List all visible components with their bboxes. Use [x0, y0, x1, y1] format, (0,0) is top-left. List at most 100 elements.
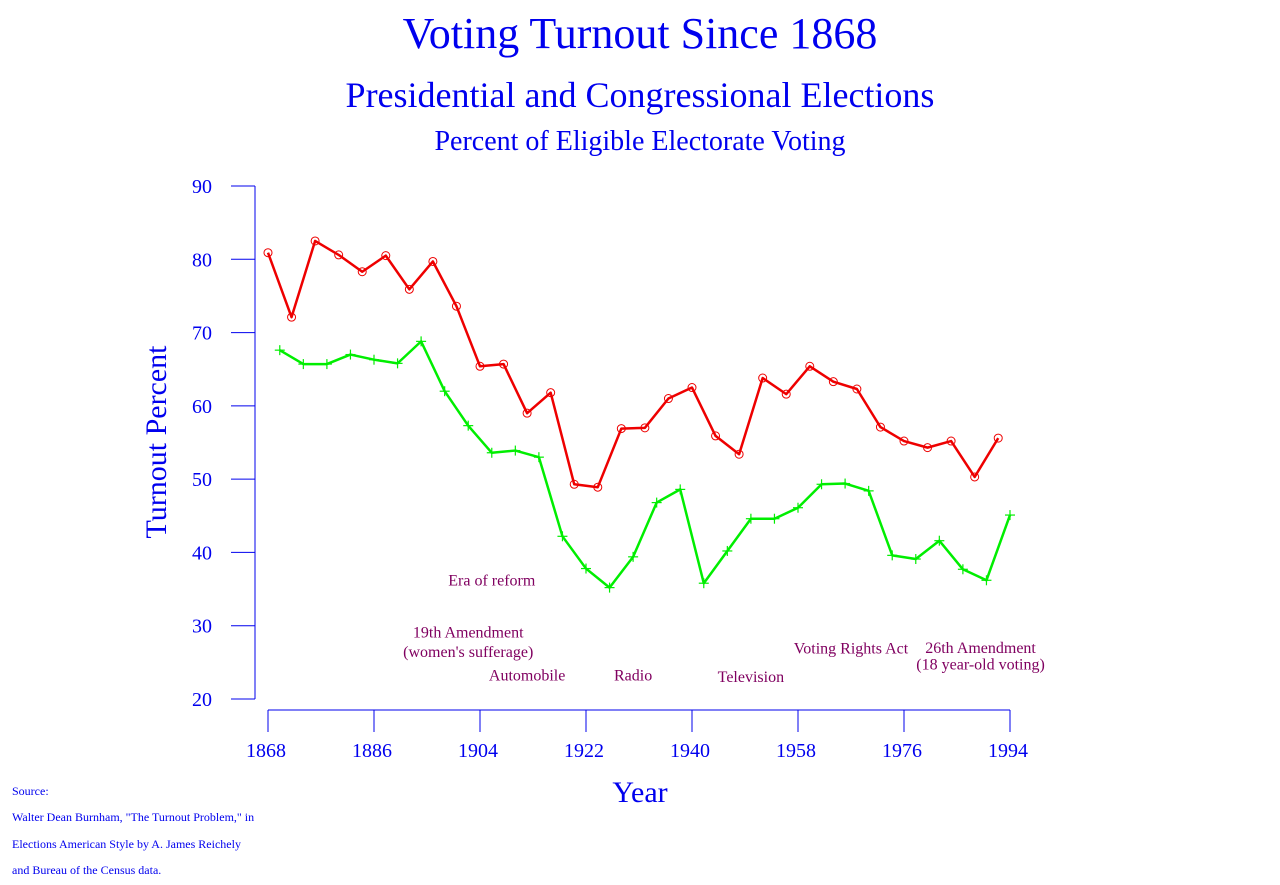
presidential-point [758, 373, 768, 383]
x-tick-label: 1904 [458, 740, 498, 762]
presidential-point [640, 423, 650, 433]
annotation: Era of reform [448, 572, 536, 589]
x-axis-label-text: Year [612, 776, 668, 809]
congressional-point [510, 445, 521, 456]
congressional-point [463, 420, 474, 431]
presidential-point [310, 236, 320, 246]
presidential-point [451, 301, 461, 311]
presidential-point [499, 359, 509, 369]
congressional-point [369, 354, 379, 365]
chart-subtitle: Presidential and Congressional Elections [345, 75, 935, 115]
presidential-point [711, 431, 721, 441]
congressional-series-line [279, 340, 1012, 589]
congressional-point [628, 551, 639, 562]
x-axis-label: Year [0, 776, 1280, 810]
source-line-3: Elections American Style by A. James Rei… [12, 837, 241, 851]
x-tick-label: 1958 [776, 740, 816, 762]
congressional-point [416, 336, 427, 347]
source-line-2: Walter Dean Burnham, "The Turnout Proble… [12, 810, 255, 824]
congressional-point [581, 563, 591, 574]
presidential-point [428, 256, 438, 266]
y-tick-label: 30 [192, 616, 212, 638]
congressional-point [274, 345, 285, 356]
presidential-point [899, 436, 909, 446]
y-tick-label: 70 [192, 323, 212, 345]
annotation: 26th Amendment [925, 640, 1036, 657]
presidential-point [357, 267, 367, 277]
congressional-point [321, 359, 332, 370]
x-tick-label: 1886 [352, 740, 392, 762]
x-tick-label: 1976 [882, 740, 922, 762]
congressional-point [816, 479, 827, 490]
presidential-series-line [266, 239, 1000, 489]
congressional-point [887, 550, 898, 561]
y-tick-label: 60 [192, 396, 212, 418]
presidential-point [687, 383, 697, 393]
presidential-point [404, 284, 414, 294]
congressional-point [298, 359, 309, 370]
annotation: Radio [614, 668, 652, 685]
congressional-point [863, 485, 874, 496]
presidential-point [805, 361, 815, 371]
x-tick-label: 1940 [670, 740, 710, 762]
presidential-point [970, 472, 980, 482]
congressional-point [604, 582, 615, 593]
chart-title: Voting Turnout Since 1868 [402, 9, 878, 58]
congressional-point [910, 554, 921, 565]
congressional-point [345, 349, 356, 360]
annotation: Voting Rights Act [794, 641, 909, 658]
presidential-point [852, 384, 862, 394]
congressional-point [722, 545, 733, 556]
presidential-point [593, 482, 603, 492]
congressional-point [769, 513, 780, 524]
congressional-point [698, 578, 709, 589]
presidential-point [781, 389, 791, 399]
congressional-point [934, 535, 945, 546]
presidential-point [334, 250, 344, 260]
source-line-4: and Bureau of the Census data. [12, 863, 162, 877]
presidential-point [263, 248, 273, 258]
plot-area [263, 236, 1015, 593]
y-tick-label: 20 [192, 689, 212, 711]
presidential-point [993, 433, 1003, 443]
congressional-point [486, 447, 497, 458]
x-tick-label: 1922 [564, 740, 604, 762]
annotation: (18 year-old voting) [916, 657, 1045, 674]
y-axis-label: Turnout Percent [140, 345, 173, 539]
congressional-point [651, 497, 662, 508]
annotation: (women's sufferage) [403, 644, 533, 661]
presidential-point [946, 436, 956, 446]
presidential-point [828, 377, 838, 387]
annotations: Era of reform 19th Amendment (women's suff… [403, 572, 1045, 686]
presidential-point [287, 312, 297, 322]
y-tick-label: 80 [192, 249, 212, 271]
annotation: 19th Amendment [413, 624, 524, 641]
y-tick-label: 40 [192, 542, 212, 564]
annotation: Automobile [489, 668, 565, 685]
y-tick-label: 90 [192, 176, 212, 198]
x-tick-label: 1994 [988, 740, 1028, 762]
presidential-point [569, 479, 579, 489]
presidential-point [616, 424, 626, 434]
presidential-point [381, 251, 391, 261]
congressional-point [745, 513, 756, 524]
congressional-point [557, 531, 568, 542]
congressional-point [840, 478, 851, 489]
congressional-point [1005, 510, 1015, 521]
congressional-point [957, 564, 968, 575]
congressional-point [439, 386, 450, 397]
presidential-point [875, 422, 885, 432]
congressional-point [981, 575, 992, 586]
presidential-point [663, 394, 673, 404]
source-line-1: Source: [12, 784, 49, 798]
congressional-point [533, 452, 544, 463]
congressional-point [392, 358, 403, 369]
chart-subtitle-2: Percent of Eligible Electorate Voting [434, 126, 846, 157]
axes: 20 30 40 50 60 70 80 90 1868 1886 1904 1922 1940 1958… [192, 176, 1028, 762]
presidential-point [923, 443, 933, 453]
y-tick-label: 50 [192, 469, 212, 491]
congressional-point [793, 502, 803, 513]
presidential-point [734, 449, 744, 459]
presidential-point [546, 388, 556, 398]
